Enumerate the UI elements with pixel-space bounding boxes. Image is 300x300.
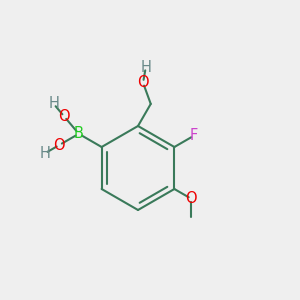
Text: O: O xyxy=(53,137,65,152)
Text: H: H xyxy=(48,96,59,111)
Text: O: O xyxy=(58,109,70,124)
Text: H: H xyxy=(40,146,50,161)
Text: B: B xyxy=(74,126,84,141)
Text: H: H xyxy=(140,60,151,75)
Text: O: O xyxy=(137,75,149,90)
Text: O: O xyxy=(185,191,197,206)
Text: F: F xyxy=(190,128,198,143)
